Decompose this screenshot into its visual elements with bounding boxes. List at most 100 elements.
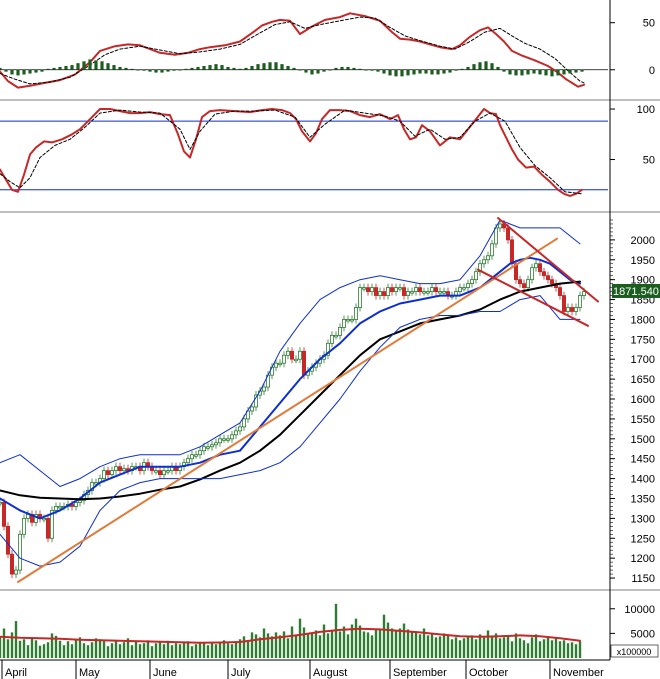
volume-volume-bar xyxy=(66,641,70,658)
volume-volume-bar xyxy=(378,628,382,658)
volume-volume-bar xyxy=(470,635,474,658)
month-label: August xyxy=(313,667,347,679)
macd-histogram-bar xyxy=(100,61,104,70)
price-bb_lower-line xyxy=(0,295,581,567)
volume-volume-bar xyxy=(126,638,130,658)
price-candle xyxy=(337,327,342,336)
price-candle xyxy=(13,569,18,575)
macd-histogram-bar xyxy=(226,66,230,70)
macd-histogram-bar xyxy=(538,69,542,75)
macd-histogram-bar xyxy=(400,69,404,77)
macd-histogram-bar xyxy=(16,69,20,76)
volume-volume-bar xyxy=(10,632,14,658)
volume-volume-bar xyxy=(130,645,134,658)
price-candle xyxy=(485,255,490,261)
macd-histogram-bar xyxy=(94,60,98,70)
volume-volume-bar xyxy=(6,639,10,658)
volume-volume-bar xyxy=(0,637,2,658)
macd-histogram-bar xyxy=(28,69,32,74)
volume-volume-bar xyxy=(510,641,514,658)
macd-histogram-bar xyxy=(244,67,248,70)
macd-histogram-bar xyxy=(82,61,86,70)
price-tick-label: 1650 xyxy=(631,374,655,386)
volume-volume-bar xyxy=(134,640,138,658)
macd-histogram-bar xyxy=(418,69,422,74)
volume-volume-bar xyxy=(222,640,226,658)
volume-volume-bar xyxy=(442,633,446,658)
volume-volume-bar xyxy=(70,644,74,658)
volume-volume-bar xyxy=(262,628,266,658)
macd-histogram-bar xyxy=(334,67,338,70)
macd-histogram-bar xyxy=(520,69,524,76)
volume-volume-bar xyxy=(94,638,98,658)
volume-volume-bar xyxy=(578,641,582,658)
volume-volume-bar xyxy=(554,637,558,658)
price-candle xyxy=(209,444,214,448)
price-candle xyxy=(481,259,486,265)
price-candle xyxy=(385,287,390,296)
price-candle xyxy=(277,362,282,366)
price-tick-label: 1900 xyxy=(631,275,655,287)
volume-volume-bar xyxy=(178,644,182,658)
macd-histogram-bar xyxy=(286,66,290,70)
price-candle xyxy=(161,470,166,476)
price-candle xyxy=(365,287,370,292)
price-candle xyxy=(102,470,107,479)
volume-volume-bar xyxy=(370,635,374,658)
volume-volume-bar xyxy=(466,636,470,658)
macd-histogram-bar xyxy=(328,69,332,71)
volume-volume-bar xyxy=(242,636,246,658)
price-candle xyxy=(325,342,330,356)
volume-volume-bar xyxy=(450,639,454,658)
volume-unit-box xyxy=(610,644,659,658)
volume-volume-bar xyxy=(198,643,202,658)
volume-tick-label: 10000 xyxy=(624,604,655,616)
price-candle xyxy=(153,470,158,473)
macd-histogram-bar xyxy=(364,69,368,71)
volume-volume-bar xyxy=(474,639,478,658)
macd-histogram-bar xyxy=(190,67,194,70)
macd-histogram-bar xyxy=(274,62,278,70)
volume-volume-bar xyxy=(342,626,346,658)
macd-histogram-bar xyxy=(202,66,206,70)
macd-histogram-bar xyxy=(574,69,578,73)
price-candle xyxy=(526,279,531,289)
price-candle xyxy=(157,470,162,476)
volume-volume-bar xyxy=(234,641,238,658)
volume-volume-bar xyxy=(278,635,282,658)
price-candle xyxy=(249,406,254,412)
volume-volume-bar xyxy=(258,637,262,658)
last-price-label: 1871.540 xyxy=(613,286,659,298)
volume-volume-bar xyxy=(546,636,550,658)
price-tick-label: 2000 xyxy=(631,235,655,247)
volume-volume-bar xyxy=(14,621,18,658)
volume-volume-bar xyxy=(394,630,398,658)
price-ma50-line xyxy=(0,280,581,501)
price-candle xyxy=(429,287,434,292)
price-candle xyxy=(0,502,3,505)
volume-volume-bar xyxy=(146,640,150,658)
volume-volume-bar xyxy=(366,632,370,658)
macd-histogram-bar xyxy=(472,64,476,70)
macd-histogram-bar xyxy=(550,69,554,77)
volume-volume-bar xyxy=(350,624,354,658)
price-candle xyxy=(389,287,394,292)
price-tick-label: 1600 xyxy=(631,394,655,406)
price-candle xyxy=(253,394,258,408)
macd-histogram-bar xyxy=(412,69,416,75)
volume-volume-bar xyxy=(206,645,210,658)
volume-volume-bar xyxy=(142,643,146,658)
macd-histogram-bar xyxy=(250,66,254,70)
volume-volume-bar xyxy=(438,636,442,658)
price-candle xyxy=(189,454,194,460)
volume-volume-bar xyxy=(494,633,498,658)
macd-histogram-bar xyxy=(136,69,140,71)
macd-histogram-bar xyxy=(292,67,296,70)
volume-volume-bar xyxy=(318,635,322,658)
volume-volume-bar xyxy=(526,643,530,658)
price-candle xyxy=(106,470,111,476)
price-candle xyxy=(578,295,583,308)
macd-histogram-bar xyxy=(478,62,482,70)
volume-volume-bar xyxy=(154,643,158,658)
